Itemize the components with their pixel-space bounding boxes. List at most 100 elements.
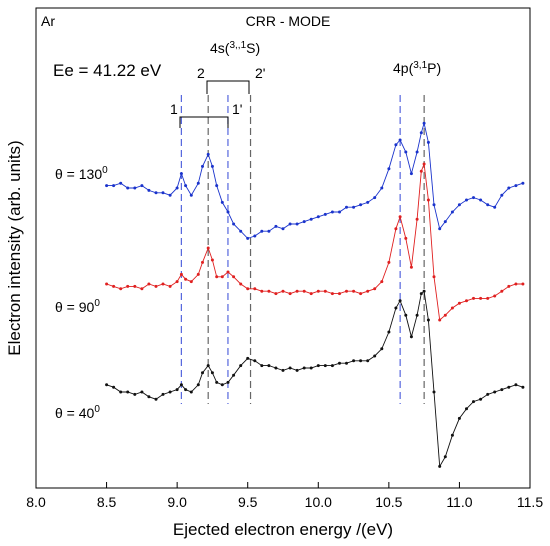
x-tick-label: 8.0 [26,494,46,510]
series-group [105,121,525,468]
data-point [161,282,165,286]
data-point [352,359,356,363]
data-point [438,227,442,231]
data-point [486,392,490,396]
data-point [373,287,377,291]
series-label-40: θ = 400 [55,404,100,421]
data-point [443,220,447,224]
data-point [398,299,402,303]
data-point [316,364,320,368]
data-point [309,292,313,296]
data-point [184,277,188,281]
data-point [112,385,116,389]
data-point [426,318,430,322]
data-point [189,280,193,284]
data-point [105,282,109,286]
data-point [394,143,398,147]
data-point [154,284,158,288]
series-line [106,290,524,468]
data-point [161,392,165,396]
data-point [443,313,447,317]
data-point [210,371,214,375]
data-point [260,289,264,293]
data-point [419,131,423,135]
data-point [220,383,224,387]
data-point [253,359,257,363]
data-point [184,388,188,392]
data-point [500,193,504,197]
data-point [215,275,219,279]
data-point [232,275,236,279]
data-point [330,210,334,214]
x-axis-title: Ejected electron energy /(eV) [173,520,393,539]
data-point [366,200,370,204]
marker-1p-label: 1' [232,101,242,117]
data-point [274,292,278,296]
data-point [133,392,137,396]
data-point [105,383,109,387]
data-point [196,181,200,185]
marker-2-label: 2 [197,65,205,81]
data-point [246,356,250,360]
series-label-130: θ = 1300 [55,165,108,182]
state-4s-label: 4s(3,,1S) [210,40,260,56]
data-point [168,193,172,197]
data-point [210,258,214,262]
data-point [373,354,377,358]
data-point [168,284,172,288]
data-point [226,210,230,214]
data-point [409,265,413,269]
data-point [189,390,193,394]
data-point [514,282,518,286]
x-axis-ticks: 8.0 8.5 9.0 9.5 10.0 10.5 11.0 11.5 [26,482,543,510]
data-point [239,364,243,368]
data-point [465,407,468,411]
data-point [479,397,483,401]
data-point [201,371,204,375]
bracket-2 [206,80,250,94]
data-point [486,203,490,207]
data-point [419,292,423,296]
data-point [201,164,204,168]
data-point [409,172,413,176]
data-point [260,364,264,368]
data-point [184,184,188,188]
data-point [281,289,285,293]
data-point [105,184,109,188]
data-point [521,282,525,286]
data-point [267,289,271,293]
data-point [239,229,243,233]
data-point [232,222,236,226]
data-point [168,390,172,394]
data-point [450,306,454,310]
series-label-90: θ = 900 [55,298,100,315]
x-tick-label: 10.5 [375,494,402,510]
data-point [140,390,144,394]
marker-2p-label: 2' [255,65,265,81]
data-point [432,275,436,279]
data-point [415,313,419,317]
data-point [309,217,313,221]
data-point [215,184,219,188]
data-point [253,234,257,238]
data-point [387,260,391,264]
data-point [189,193,193,197]
series-1 [105,162,525,322]
data-point [366,359,370,363]
x-tick-label: 10.0 [305,494,332,510]
data-point [432,203,436,207]
data-point [404,313,408,317]
data-point [507,186,511,190]
data-point [330,364,334,368]
data-point [419,169,423,173]
x-tick-label: 9.5 [238,494,258,510]
data-point [295,222,299,226]
data-point [140,287,144,291]
data-point [112,184,116,188]
data-point [196,383,200,387]
x-tick-label: 9.0 [167,494,187,510]
data-point [465,198,468,202]
data-point [404,236,408,240]
data-point [274,366,278,370]
data-point [380,186,384,190]
